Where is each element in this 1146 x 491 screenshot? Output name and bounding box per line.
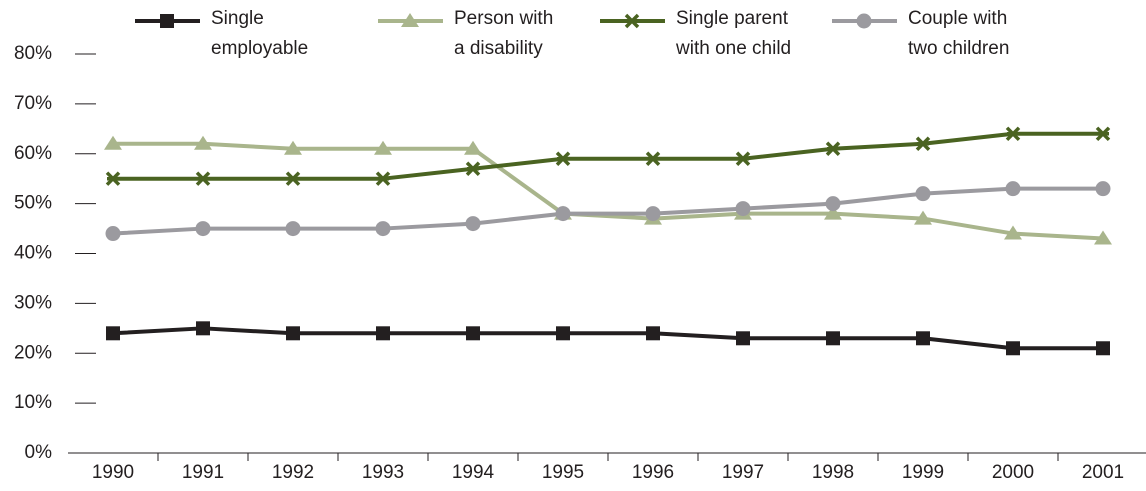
marker <box>1095 181 1111 197</box>
marker <box>555 151 571 166</box>
marker <box>555 206 571 222</box>
marker <box>825 141 841 156</box>
x-tick-label: 1995 <box>542 462 584 483</box>
marker <box>824 205 842 220</box>
marker <box>645 206 661 222</box>
marker <box>1094 230 1112 245</box>
marker <box>916 331 930 346</box>
series-line <box>113 141 1104 241</box>
y-tick-label: 10% <box>14 392 52 413</box>
marker <box>375 171 391 186</box>
marker <box>646 326 660 341</box>
marker <box>374 140 392 155</box>
marker <box>825 196 841 212</box>
x-tick-label: 1990 <box>92 462 134 483</box>
marker <box>105 171 121 186</box>
marker <box>194 135 212 150</box>
x-tick-label: 1996 <box>632 462 674 483</box>
y-tick-label: 70% <box>14 93 52 114</box>
x-tick-label: 2001 <box>1082 462 1124 483</box>
marker <box>195 171 211 186</box>
x-tick-label: 1998 <box>812 462 854 483</box>
marker <box>284 140 302 155</box>
marker <box>735 201 751 217</box>
y-tick-label: 0% <box>25 442 53 463</box>
y-tick-label: 20% <box>14 342 52 363</box>
marker <box>915 136 931 152</box>
marker <box>1005 126 1021 142</box>
marker <box>735 151 751 166</box>
legend-marker <box>401 13 419 27</box>
marker <box>285 221 301 237</box>
series-line <box>113 131 1103 181</box>
marker <box>826 331 840 346</box>
marker <box>1095 126 1111 142</box>
x-tick-label: 2000 <box>992 462 1034 483</box>
marker <box>104 135 122 150</box>
legend-marker <box>624 13 640 29</box>
marker <box>376 326 390 341</box>
y-tick-label: 30% <box>14 292 52 313</box>
marker <box>1005 181 1021 197</box>
y-tick-label: 50% <box>14 193 52 214</box>
legend-label: Single parent with one child <box>676 8 792 59</box>
marker <box>285 171 301 186</box>
marker <box>915 186 931 202</box>
marker <box>286 326 300 341</box>
x-tick-label: 1991 <box>182 462 224 483</box>
legend-marker <box>856 13 872 29</box>
series-line <box>112 326 1103 351</box>
marker <box>1096 341 1110 356</box>
legend-label: Single employable <box>211 8 309 59</box>
marker <box>195 221 211 237</box>
marker <box>736 331 750 346</box>
legend-marker <box>160 14 174 28</box>
marker <box>645 151 661 166</box>
x-tick-label: 1992 <box>272 462 314 483</box>
x-tick-label: 1997 <box>722 462 764 483</box>
legend-label: Person with a disability <box>454 8 554 59</box>
marker <box>465 161 481 176</box>
marker <box>464 140 482 155</box>
y-tick-label: 40% <box>14 243 52 264</box>
marker <box>466 326 480 341</box>
marker <box>105 226 121 242</box>
x-tick-label: 1994 <box>452 462 495 483</box>
marker <box>1006 341 1020 356</box>
y-tick-label: 80% <box>14 43 52 64</box>
marker <box>465 216 481 232</box>
x-tick-label: 1999 <box>902 462 944 483</box>
marker <box>106 326 120 341</box>
series-line <box>112 186 1103 236</box>
marker <box>556 326 570 341</box>
legend-label: Couple with two children <box>908 8 1010 59</box>
x-tick-label: 1993 <box>362 462 404 483</box>
marker <box>1004 225 1022 240</box>
marker <box>196 321 210 336</box>
y-tick-label: 60% <box>14 143 52 164</box>
marker <box>375 221 391 237</box>
marker <box>914 210 932 225</box>
